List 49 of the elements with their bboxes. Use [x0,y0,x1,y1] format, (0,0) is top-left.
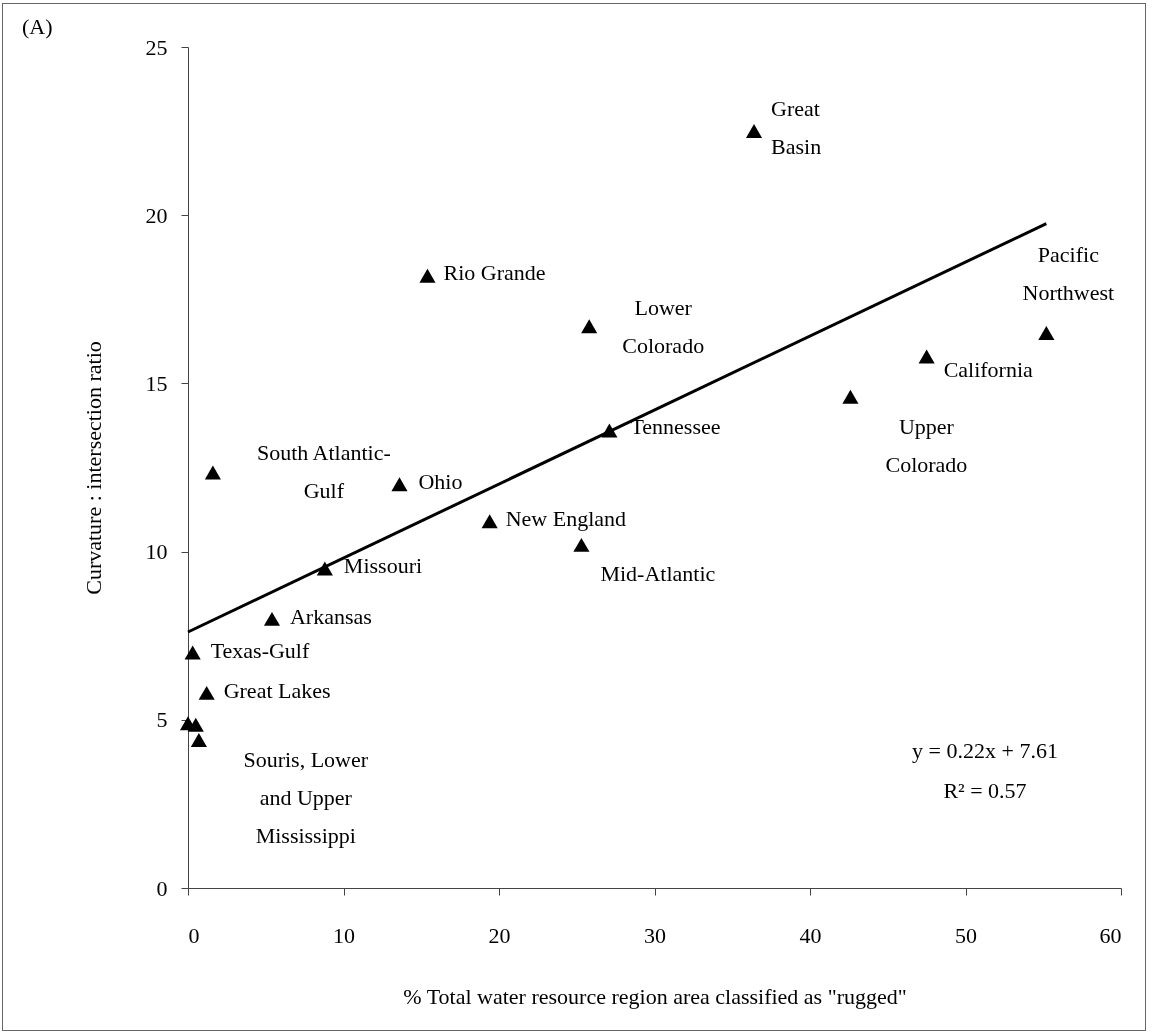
x-tick-label: 20 [488,922,511,948]
annotation: Mid-Atlantic [600,560,716,586]
text: (A) [22,14,53,39]
x-tick-label: 40 [799,922,822,948]
point [842,389,859,404]
annotation: Great Lakes [223,677,331,703]
annotation: Lower Colorado [622,295,705,359]
annotation: y = 0.22x + 7.61 [912,738,1058,763]
annotation: New England [505,506,627,532]
point [204,465,221,480]
y-tick-label: 10 [145,539,168,565]
annotation: Arkansas [289,603,372,629]
y-tick-label: 25 [145,34,168,60]
point [198,685,215,700]
point [184,645,201,660]
y-tick-label: 0 [156,875,168,901]
point [391,477,408,492]
x-tick-label: 50 [955,922,977,948]
annotation: Missouri [343,553,423,579]
annotation: Tennessee [630,414,721,440]
point [1038,325,1055,340]
annotation: Ohio [418,469,463,495]
annotation: South Atlantic-Gulf [256,439,391,503]
point [745,124,763,139]
point [187,717,204,732]
x-tick-label: 0 [188,922,200,948]
point [581,319,598,334]
y-tick-label: 5 [156,707,168,733]
annotation: R² = 0.57 [943,778,1027,803]
annotation: Texas-Gulf [210,637,310,663]
y-axis-title: Curvature : intersection ratio [80,341,106,595]
annotation: Great Basin [771,96,822,160]
point [419,268,436,283]
point [918,349,935,364]
point [481,514,498,529]
annotation: Souris, Lower and Upper Mississippi [243,746,369,848]
annotation: California [943,357,1034,383]
x-tick-label: 10 [333,922,355,948]
annotation: Pacific Northwest [1022,241,1115,305]
x-axis-title: % Total water resource region area classified as "rugged" [403,983,907,1009]
annotation: Rio Grande [443,259,546,285]
annotation: Upper Colorado [885,413,968,477]
y-tick-label: 20 [145,202,168,228]
point [263,611,281,626]
point [190,733,207,747]
x-tick-label: 30 [644,922,666,948]
point [573,537,590,552]
x-tick-label: 60 [1099,922,1122,948]
y-tick-label: 15 [145,370,168,396]
